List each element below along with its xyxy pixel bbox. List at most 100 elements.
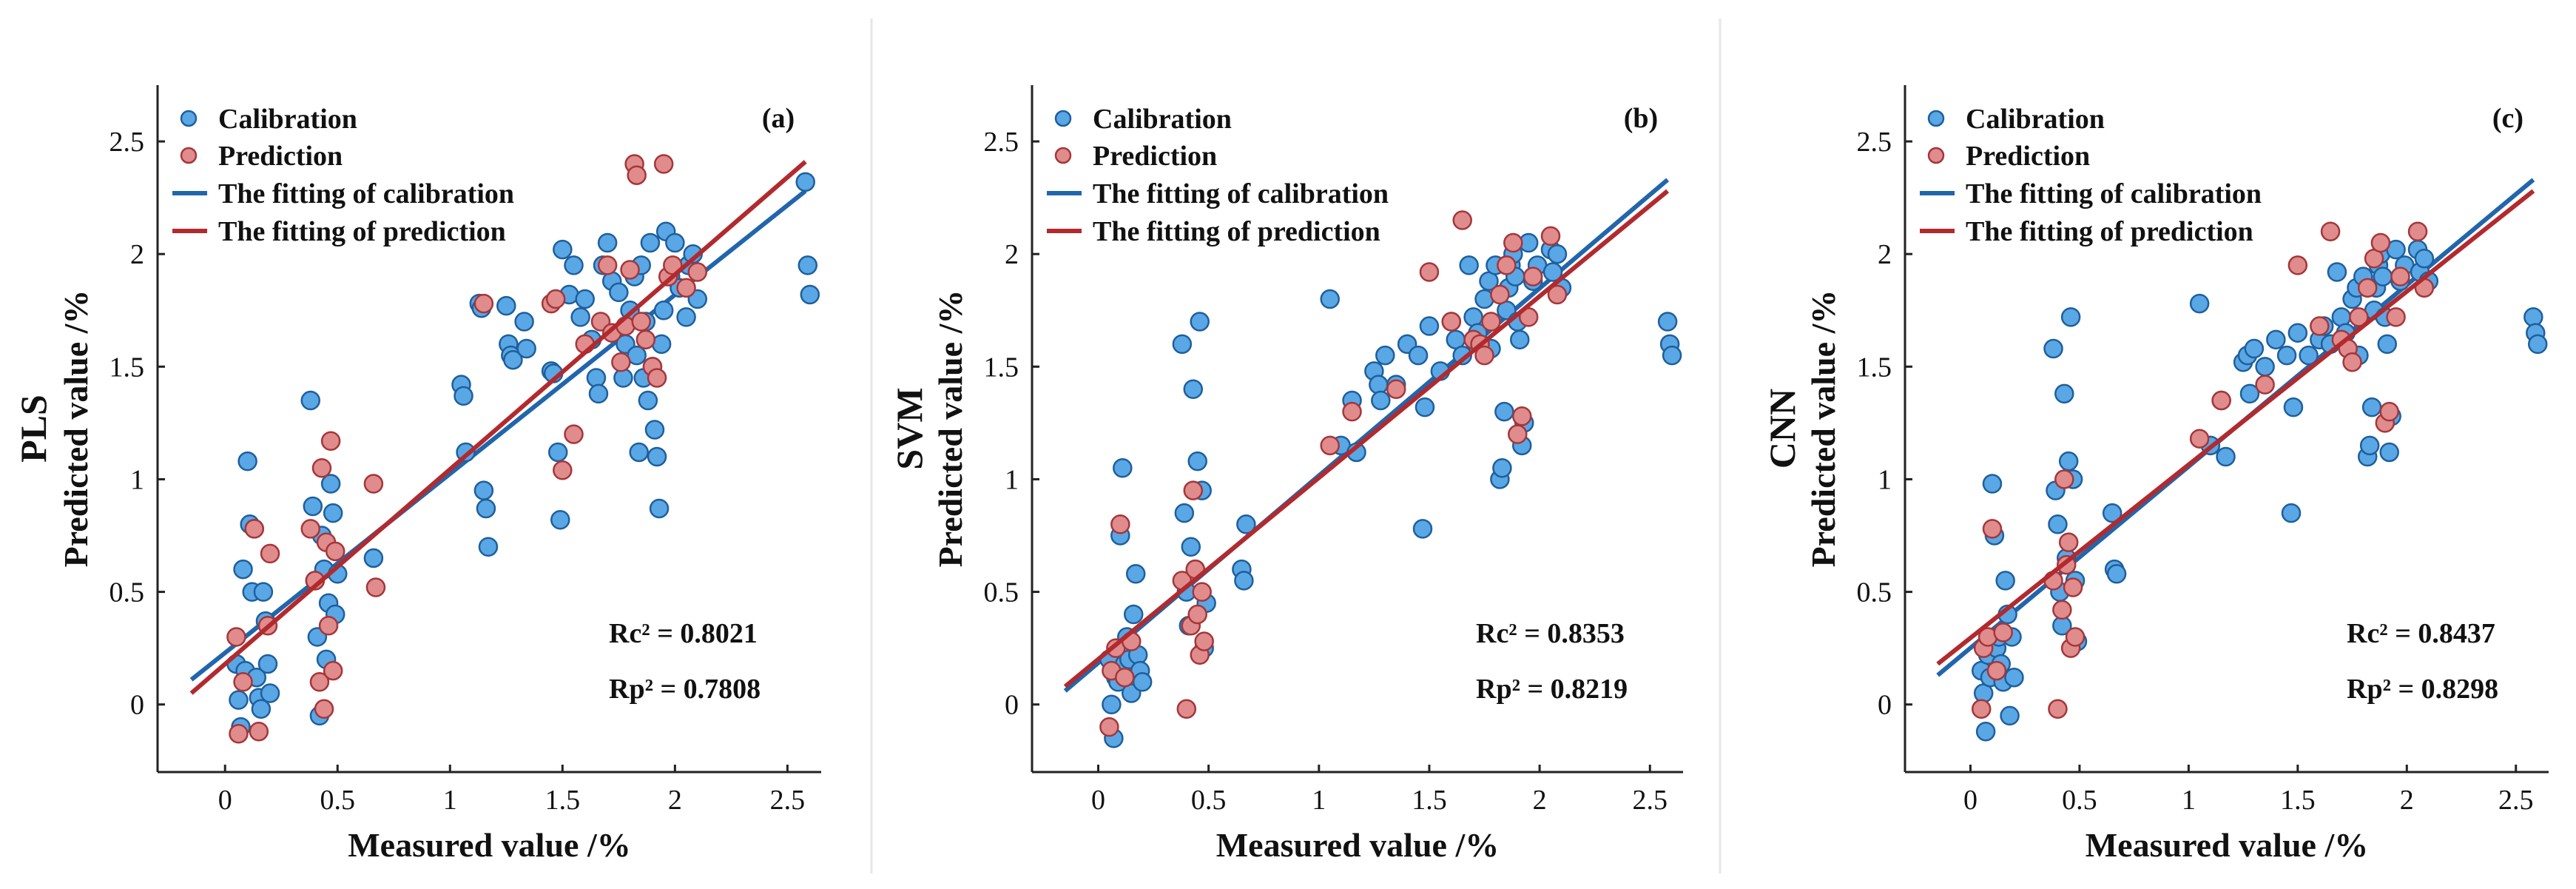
calibration-point bbox=[644, 420, 665, 440]
prediction-point bbox=[249, 721, 269, 742]
calibration-point bbox=[2379, 442, 2399, 463]
prediction-point bbox=[2058, 532, 2079, 552]
prediction-point bbox=[2063, 577, 2083, 597]
prediction-point bbox=[2379, 401, 2399, 422]
calibration-point bbox=[1510, 329, 1530, 350]
calibration-point bbox=[2189, 293, 2210, 314]
rc2-value: Rc² = 0.8021 bbox=[609, 618, 758, 649]
calibration-point bbox=[323, 503, 343, 523]
x-tick-label: 1.5 bbox=[1412, 785, 1447, 816]
prediction-point bbox=[300, 519, 321, 539]
calibration-point bbox=[597, 232, 618, 253]
calibration-point bbox=[503, 349, 523, 370]
prediction-point bbox=[1490, 284, 1510, 305]
calibration-point bbox=[550, 509, 570, 530]
y-tick-label: 2 bbox=[1005, 239, 1019, 270]
legend-calibration-label: Calibration bbox=[1966, 104, 2105, 135]
calibration-point bbox=[564, 255, 584, 275]
x-tick-label: 2 bbox=[1533, 785, 1547, 816]
x-tick-label: 0.5 bbox=[2062, 785, 2097, 816]
y-axis-model-label: PLS bbox=[13, 395, 54, 463]
y-tick-label: 2.5 bbox=[109, 127, 145, 158]
prediction-point bbox=[325, 541, 345, 562]
calibration-point bbox=[260, 683, 280, 703]
calibration-point bbox=[473, 480, 494, 500]
calibration-point bbox=[496, 295, 516, 316]
y-axis-title: Predicted value /% bbox=[1804, 290, 1842, 568]
calibration-point bbox=[613, 368, 633, 388]
prediction-point bbox=[631, 312, 651, 332]
x-tick-label: 0.5 bbox=[1191, 785, 1227, 816]
y-tick-label: 0 bbox=[130, 690, 144, 721]
calibration-point bbox=[1419, 316, 1440, 336]
calibration-point bbox=[1982, 474, 2003, 494]
calibration-point bbox=[2276, 345, 2297, 366]
prediction-point bbox=[635, 329, 656, 350]
calibration-point bbox=[1494, 401, 1514, 422]
y-tick-label: 2.5 bbox=[1857, 127, 1892, 158]
x-tick-label: 1 bbox=[2182, 785, 2196, 816]
calibration-point bbox=[2255, 357, 2275, 377]
calibration-point bbox=[2048, 514, 2068, 534]
calibration-point bbox=[2528, 334, 2548, 355]
panel-label: (c) bbox=[2492, 103, 2523, 134]
calibration-point bbox=[251, 699, 272, 719]
prediction-point bbox=[1192, 582, 1212, 602]
legend-prediction-fit-label: The fitting of prediction bbox=[218, 216, 506, 247]
calibration-point bbox=[649, 498, 670, 519]
rp2-value: Rp² = 0.8298 bbox=[2347, 674, 2498, 705]
prediction-point bbox=[323, 660, 343, 681]
prediction-point bbox=[1540, 226, 1561, 246]
calibration-point bbox=[1113, 457, 1133, 478]
prediction-point bbox=[1419, 262, 1440, 282]
calibration-point bbox=[1408, 345, 1429, 366]
prediction-fit-line bbox=[189, 160, 807, 695]
calibration-point bbox=[2216, 446, 2236, 467]
x-axis-title: Measured value /% bbox=[2086, 826, 2368, 864]
rc2-value: Rc² = 0.8437 bbox=[2347, 618, 2495, 649]
calibration-point bbox=[2373, 266, 2393, 286]
prediction-point bbox=[1110, 514, 1130, 534]
legend-calibration-label: Calibration bbox=[218, 104, 357, 135]
prediction-point bbox=[2390, 266, 2410, 286]
prediction-point bbox=[597, 255, 618, 275]
calibration-point bbox=[2281, 503, 2302, 523]
x-tick-label: 2.5 bbox=[1633, 785, 1668, 816]
calibration-point bbox=[478, 537, 499, 557]
prediction-point bbox=[233, 672, 253, 692]
x-tick-label: 2.5 bbox=[2498, 785, 2534, 816]
prediction-point bbox=[564, 424, 584, 444]
y-tick-label: 1.5 bbox=[984, 352, 1019, 383]
calibration-point bbox=[1174, 503, 1195, 523]
calibration-point bbox=[1371, 390, 1391, 411]
prediction-point bbox=[2407, 221, 2428, 242]
prediction-point bbox=[1982, 519, 2003, 539]
prediction-point bbox=[2310, 316, 2330, 336]
prediction-point bbox=[311, 457, 332, 478]
prediction-point bbox=[320, 431, 341, 451]
prediction-point bbox=[1508, 424, 1528, 444]
legend-calibration-label: Calibration bbox=[1093, 104, 1232, 135]
calibration-point bbox=[1181, 537, 1201, 557]
panel-c: 0 0.5 1 1.5 2 2.5 0 0.5 1 1.5 2 2.5 Measured value /… bbox=[1761, 85, 2549, 864]
legend-prediction-marker bbox=[1927, 147, 1945, 164]
calibration-point bbox=[575, 289, 595, 309]
y-tick-label: 1.5 bbox=[109, 352, 145, 383]
x-tick-label: 1 bbox=[1312, 785, 1326, 816]
prediction-point bbox=[2189, 429, 2210, 449]
calibration-point bbox=[1452, 345, 1472, 366]
prediction-point bbox=[1187, 604, 1207, 625]
prediction-point bbox=[1115, 667, 1135, 688]
calibration-point bbox=[2414, 249, 2435, 269]
legend-prediction-label: Prediction bbox=[1966, 141, 2090, 172]
calibration-point bbox=[1657, 312, 1678, 332]
prediction-point bbox=[363, 474, 384, 494]
calibration-point bbox=[233, 559, 253, 580]
prediction-point bbox=[2065, 627, 2086, 647]
legend-prediction-marker bbox=[180, 147, 198, 164]
prediction-point bbox=[1523, 266, 1543, 286]
prediction-point bbox=[260, 543, 280, 564]
calibration-point bbox=[1412, 519, 1433, 539]
calibration-point bbox=[253, 582, 274, 602]
x-tick-label: 0 bbox=[218, 785, 232, 816]
